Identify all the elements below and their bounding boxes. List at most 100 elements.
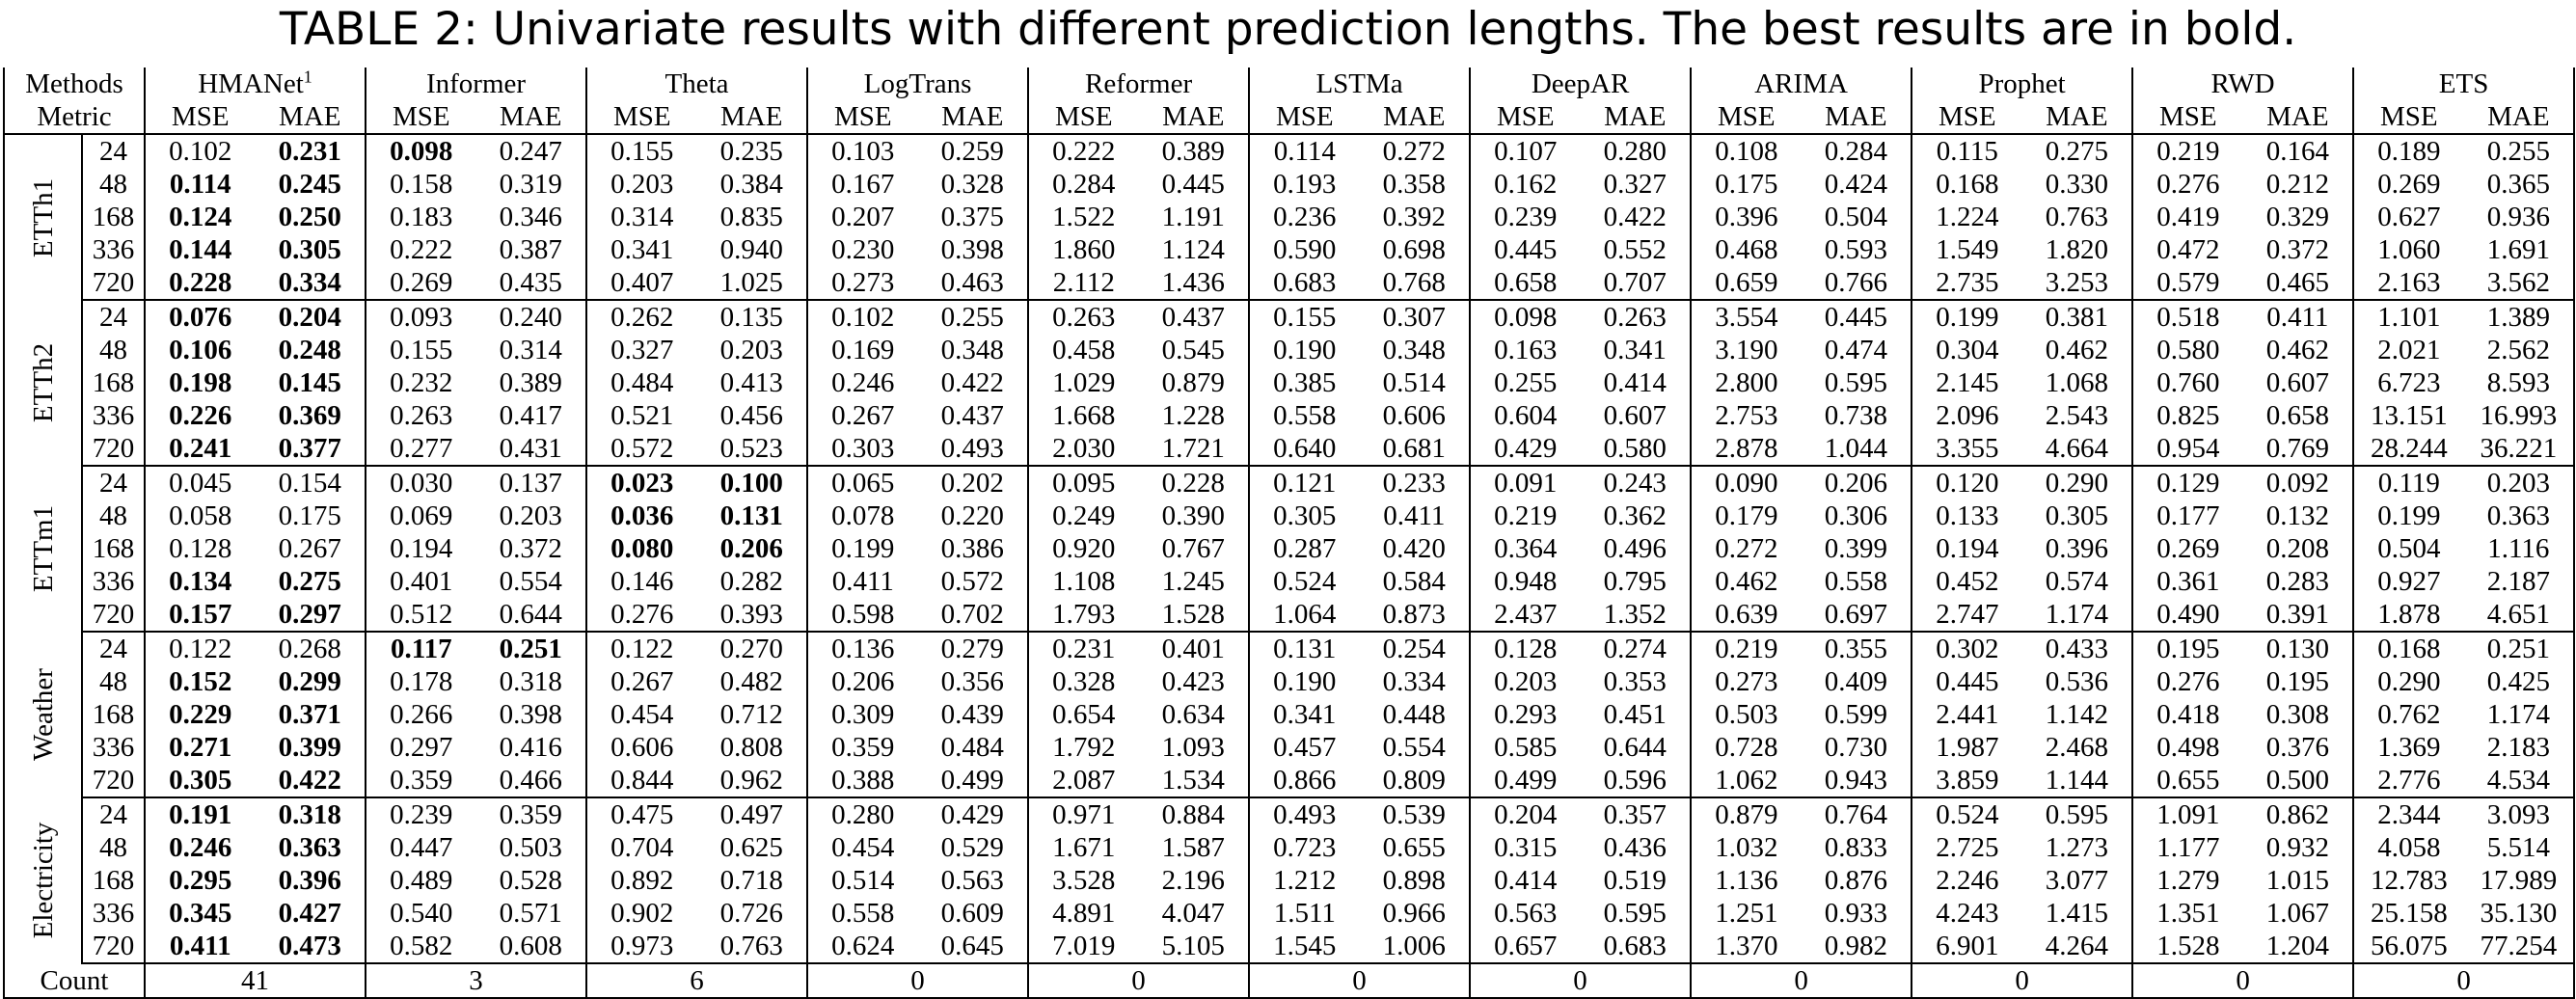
value: 0.115 [1936, 136, 1998, 167]
value: 0.358 [1382, 169, 1446, 200]
dataset-name: ETTm1 [27, 504, 59, 593]
mae-value: 1.006 [1359, 930, 1472, 964]
metric-name: MSE [1912, 100, 2022, 135]
mse-value: 0.267 [807, 399, 918, 432]
mae-value: 1.124 [1138, 233, 1251, 266]
prediction-length: 720 [82, 930, 146, 964]
mae-value: 0.503 [475, 831, 588, 864]
mae-value: 0.445 [1138, 168, 1251, 201]
value: 4.264 [2045, 931, 2108, 961]
value: 0.862 [2265, 799, 2329, 830]
mse-value: 1.528 [2132, 930, 2243, 964]
value: 0.396 [1715, 202, 1778, 232]
value: 0.489 [390, 865, 453, 896]
count-value: 6 [586, 963, 809, 999]
value: 0.282 [719, 566, 783, 597]
mse-value: 0.902 [586, 897, 697, 930]
mse-value: 0.639 [1691, 598, 1802, 633]
value: 0.595 [1603, 898, 1667, 929]
mse-value: 0.199 [807, 532, 918, 565]
dataset-name: ETTh1 [27, 177, 59, 257]
mse-value: 0.269 [2353, 168, 2464, 201]
mae-value: 0.389 [1138, 134, 1251, 168]
mse-value: 6.901 [1912, 930, 2022, 964]
mse-value: 0.198 [145, 366, 256, 399]
mae-value: 0.282 [696, 565, 809, 598]
mae-value: 0.391 [2242, 598, 2355, 633]
mse-value: 0.954 [2132, 432, 2243, 467]
mae-value: 0.898 [1359, 864, 1472, 897]
value: 0.307 [1382, 302, 1446, 333]
mae-value: 0.268 [255, 632, 367, 665]
value: 0.208 [2265, 533, 2329, 564]
value: 0.169 [831, 335, 895, 365]
value: 0.270 [719, 634, 783, 664]
count-value: 0 [2353, 963, 2576, 999]
mse-value: 0.303 [807, 432, 918, 467]
value: 1.668 [1052, 400, 1116, 431]
mse-value: 2.878 [1691, 432, 1802, 467]
best-value: 0.250 [278, 202, 341, 232]
metric-name: MAE [1138, 100, 1251, 135]
mae-value: 0.437 [1138, 300, 1251, 334]
value: 0.154 [278, 468, 341, 499]
mae-value: 0.608 [475, 930, 588, 964]
mae-value: 0.306 [1801, 500, 1913, 532]
mae-value: 0.283 [2242, 565, 2355, 598]
mse-value: 56.075 [2353, 930, 2464, 964]
prediction-length: 168 [82, 532, 146, 565]
best-value: 0.206 [719, 533, 783, 564]
value: 2.543 [2045, 400, 2108, 431]
value: 0.249 [1052, 500, 1116, 531]
value: 0.274 [1603, 634, 1667, 664]
value: 1.025 [719, 267, 783, 298]
mse-value: 2.096 [1912, 399, 2022, 432]
value: 0.448 [1382, 699, 1446, 730]
value: 0.194 [390, 533, 453, 564]
mse-value: 0.191 [145, 797, 256, 831]
mae-value: 0.100 [696, 466, 809, 500]
mse-value: 0.280 [807, 797, 918, 831]
mse-value: 1.545 [1249, 930, 1360, 964]
value: 3.355 [1936, 433, 1999, 464]
prediction-length: 720 [82, 764, 146, 798]
value: 0.624 [831, 931, 895, 961]
table-row: ETTh2 24 0.076 0.204 0.093 0.240 0.262 0.135 0.1… [3, 300, 2576, 466]
mse-value: 0.093 [366, 300, 476, 334]
mse-value: 0.503 [1691, 698, 1802, 731]
mae-value: 0.348 [917, 334, 1030, 366]
mse-value: 0.266 [366, 698, 476, 731]
dataset-name: Weather [27, 668, 59, 761]
value: 0.558 [831, 898, 895, 929]
mae-value: 2.187 [2463, 565, 2576, 598]
value: 0.315 [1494, 832, 1558, 863]
value: 0.119 [2377, 468, 2440, 499]
value: 1.436 [1161, 267, 1225, 298]
value: 0.763 [2045, 202, 2108, 232]
mae-value: 3.253 [2021, 266, 2134, 301]
value: 0.276 [2156, 169, 2220, 200]
value: 0.203 [1494, 666, 1558, 697]
count-value: 3 [366, 963, 588, 999]
mae-value: 0.208 [2242, 532, 2355, 565]
value: 2.183 [2486, 732, 2550, 763]
mae-value: 0.363 [255, 831, 367, 864]
mae-value: 0.203 [696, 334, 809, 366]
value: 0.451 [1603, 699, 1667, 730]
value: 0.392 [1382, 202, 1446, 232]
value: 0.302 [1936, 634, 1999, 664]
value: 0.873 [1382, 599, 1446, 630]
mae-value: 0.387 [475, 233, 588, 266]
value: 1.545 [1273, 931, 1337, 961]
value: 0.058 [169, 500, 232, 531]
value: 0.375 [940, 202, 1004, 232]
mae-value: 2.468 [2021, 731, 2134, 764]
mse-value: 1.251 [1691, 897, 1802, 930]
mse-value: 0.580 [2132, 334, 2243, 366]
mae-value: 0.346 [475, 201, 588, 233]
mae-value: 1.204 [2242, 930, 2355, 964]
mse-value: 0.454 [807, 831, 918, 864]
table-row: 168 0.128 0.267 0.194 0.372 0.080 0.206 0.199 0.… [4, 532, 2576, 565]
mse-value: 1.987 [1912, 731, 2022, 764]
value: 0.512 [390, 599, 453, 630]
